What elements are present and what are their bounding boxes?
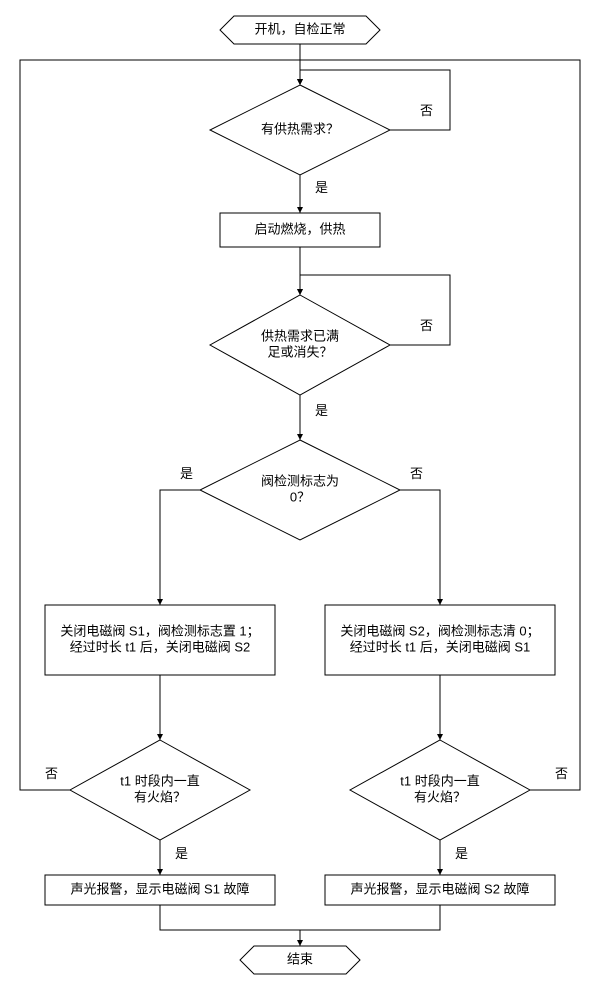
- node-aR-label-0: 声光报警，显示电磁阀 S2 故障: [350, 881, 529, 896]
- node-d3-label-0: 阀检测标志为: [261, 473, 339, 488]
- node-dL-label-0: t1 时段内一直: [120, 773, 199, 788]
- node-dR-label-1: 有火焰？: [414, 789, 466, 804]
- edge-aR-end: [300, 905, 440, 930]
- node-start-label-0: 开机，自检正常: [254, 21, 345, 36]
- edge-label-dR_no: 否: [555, 766, 568, 781]
- node-pR-label-1: 经过时长 t1 后，关闭电磁阀 S1: [350, 639, 531, 654]
- node-pL-label-1: 经过时长 t1 后，关闭电磁阀 S2: [70, 639, 251, 654]
- node-end-label-0: 结束: [287, 951, 313, 966]
- edge-label-d2_yes: 是: [315, 403, 328, 418]
- node-p1-label-0: 启动燃烧，供热: [254, 221, 345, 236]
- node-pL-label-0: 关闭电磁阀 S1，阀检测标志置 1；: [60, 623, 259, 639]
- edge-label-d2_no: 否: [420, 318, 433, 333]
- edge-aL-end: [160, 905, 300, 946]
- flowchart: 开机，自检正常有供热需求？ 启动燃烧，供热供热需求已满足或消失？ 阀检测标志为0？ 关…: [0, 0, 601, 1000]
- node-d3-label-1: 0？: [290, 489, 310, 504]
- edge-label-d3_yes: 是: [180, 466, 193, 481]
- node-dL-label-1: 有火焰？: [134, 789, 186, 804]
- node-dR-label-0: t1 时段内一直: [400, 773, 479, 788]
- edge-label-d1_yes: 是: [315, 180, 328, 195]
- node-aL-label-0: 声光报警，显示电磁阀 S1 故障: [70, 881, 249, 896]
- edge-label-dL_yes: 是: [175, 846, 188, 861]
- node-d2-label-1: 足或消失？: [267, 344, 332, 359]
- edge-d3-pL: [160, 490, 200, 605]
- node-pR-label-0: 关闭电磁阀 S2，阀检测标志清 0；: [340, 623, 539, 639]
- node-d1-label-0: 有供热需求？: [261, 121, 339, 136]
- edge-label-dL_no: 否: [45, 766, 58, 781]
- edge-label-d1_no: 否: [420, 103, 433, 118]
- edge-label-d3_no: 否: [410, 466, 423, 481]
- edge-d3-pR: [400, 490, 440, 605]
- node-d2-label-0: 供热需求已满: [261, 328, 339, 343]
- edge-label-dR_yes: 是: [455, 846, 468, 861]
